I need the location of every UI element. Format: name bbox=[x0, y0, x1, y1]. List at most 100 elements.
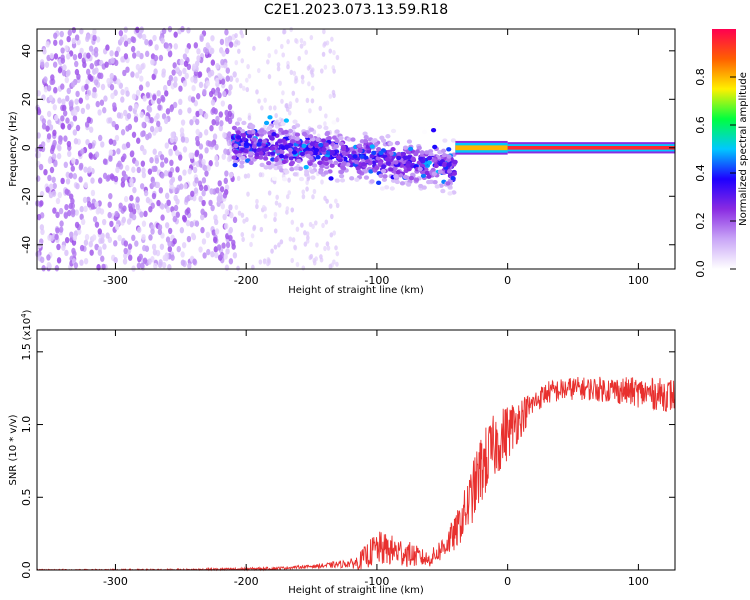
spectrogram-cell bbox=[267, 52, 272, 59]
spectrogram-cell bbox=[218, 73, 223, 81]
spectrogram-cell bbox=[419, 150, 425, 155]
spectrogram-cell bbox=[133, 116, 139, 123]
spectrogram-cell bbox=[426, 160, 432, 165]
spectrogram-cell bbox=[441, 152, 447, 158]
spectrogram-cell bbox=[368, 169, 374, 174]
spectrogram-cell bbox=[82, 196, 88, 204]
spectrogram-cell bbox=[239, 128, 246, 134]
spectrogram-cell bbox=[270, 248, 274, 254]
spectrogram-cell bbox=[324, 150, 331, 155]
spectrogram-cell bbox=[241, 136, 247, 142]
spectrogram-cell bbox=[200, 226, 205, 234]
spectrogram-cell bbox=[201, 177, 207, 184]
spectrogram-cell bbox=[66, 69, 71, 76]
spectrogram-x-tick-label: -200 bbox=[234, 274, 259, 287]
spectrogram-cell bbox=[84, 83, 89, 91]
spectrogram-cell bbox=[53, 39, 58, 46]
spectrogram-cell bbox=[74, 209, 79, 216]
spectrogram-cell bbox=[84, 94, 90, 101]
spectrogram-cell bbox=[225, 75, 230, 82]
spectrogram-cell bbox=[132, 52, 137, 59]
spectrogram-cell bbox=[167, 227, 173, 235]
spectrogram-cell bbox=[311, 194, 315, 200]
spectrogram-cell bbox=[121, 216, 127, 224]
spectrogram-cell bbox=[323, 195, 327, 201]
spectrogram-cell bbox=[125, 66, 130, 73]
spectrogram-cell bbox=[385, 161, 392, 166]
spectrogram-y-label: Frequency (Hz) bbox=[8, 111, 19, 187]
spectrogram-cell bbox=[148, 234, 153, 241]
spectrogram-cell bbox=[173, 204, 179, 212]
spectrogram-cell bbox=[308, 134, 314, 139]
spectrogram-cell bbox=[190, 96, 196, 103]
spectrogram-cell bbox=[149, 117, 154, 124]
spectrogram-cell bbox=[61, 244, 66, 251]
spectrogram-cell bbox=[214, 155, 219, 162]
spectrogram-cell bbox=[58, 207, 64, 215]
spectrogram-cell bbox=[71, 37, 77, 45]
spectrogram-cell bbox=[507, 145, 675, 150]
spectrogram-cell bbox=[407, 146, 414, 152]
spectrogram-cell bbox=[165, 108, 171, 115]
spectrogram-cell bbox=[97, 177, 103, 184]
spectrogram-cell bbox=[245, 216, 249, 223]
spectrogram-cell bbox=[361, 161, 367, 167]
spectrogram-cell bbox=[214, 143, 219, 151]
spectrogram-cell bbox=[301, 265, 306, 271]
spectrogram-cell bbox=[232, 71, 237, 78]
spectrogram-cell bbox=[55, 211, 60, 219]
spectrogram-cell bbox=[341, 161, 347, 166]
spectrogram-cell bbox=[154, 157, 160, 164]
spectrogram-cell bbox=[36, 151, 42, 159]
spectrogram-cell bbox=[130, 36, 135, 43]
spectrogram-cell bbox=[118, 202, 123, 209]
spectrogram-cell bbox=[174, 149, 180, 156]
spectrogram-cell bbox=[301, 143, 307, 149]
spectrogram-cell bbox=[68, 100, 74, 107]
spectrogram-cell bbox=[424, 150, 430, 155]
spectrogram-cell bbox=[132, 186, 137, 194]
spectrogram-cell bbox=[332, 49, 336, 56]
spectrogram-cell bbox=[142, 95, 147, 102]
spectrogram-cell bbox=[388, 141, 394, 146]
spectrogram-cell bbox=[130, 150, 135, 157]
spectrogram-cell bbox=[106, 77, 111, 85]
spectrogram-cell bbox=[88, 152, 93, 159]
spectrogram-cell bbox=[160, 161, 165, 168]
spectrogram-cell bbox=[363, 138, 369, 144]
spectrogram-cell bbox=[338, 135, 344, 141]
spectrogram-cell bbox=[248, 151, 254, 156]
spectrogram-cell bbox=[91, 234, 97, 241]
spectrogram-cell bbox=[426, 174, 432, 179]
spectrogram-cell bbox=[217, 92, 222, 99]
spectrogram-cell bbox=[225, 241, 231, 249]
spectrogram-cell bbox=[315, 137, 321, 143]
spectrogram-cell bbox=[307, 161, 313, 166]
spectrogram-cell bbox=[88, 126, 94, 133]
spectrogram-cell bbox=[316, 133, 321, 139]
spectrogram-cell bbox=[57, 67, 63, 74]
spectrogram-cell bbox=[220, 100, 226, 107]
spectrogram-cell bbox=[73, 262, 79, 269]
spectrogram-cell bbox=[234, 39, 239, 45]
spectrogram-cell bbox=[149, 125, 155, 133]
spectrogram-cell bbox=[173, 194, 178, 202]
spectrogram-cell bbox=[52, 104, 58, 111]
spectrogram-cell bbox=[198, 195, 203, 203]
spectrogram-cell bbox=[232, 159, 239, 164]
spectrogram-cell bbox=[225, 47, 230, 55]
spectrogram-cell bbox=[420, 158, 426, 164]
spectrogram-cell bbox=[134, 160, 140, 167]
spectrogram-cell bbox=[384, 157, 390, 162]
snr-x-tick-label: -100 bbox=[364, 575, 389, 588]
spectrogram-cell bbox=[79, 47, 84, 55]
spectrogram-cell bbox=[208, 160, 213, 167]
spectrogram-cell bbox=[145, 196, 151, 204]
spectrogram-cell bbox=[402, 155, 408, 161]
spectrogram-cell bbox=[390, 147, 396, 152]
spectrogram-cell bbox=[369, 144, 375, 149]
spectrogram-cell bbox=[72, 234, 77, 242]
spectrogram-cell bbox=[143, 189, 149, 197]
spectrogram-cell bbox=[72, 115, 78, 122]
spectrogram-cell bbox=[52, 182, 57, 190]
